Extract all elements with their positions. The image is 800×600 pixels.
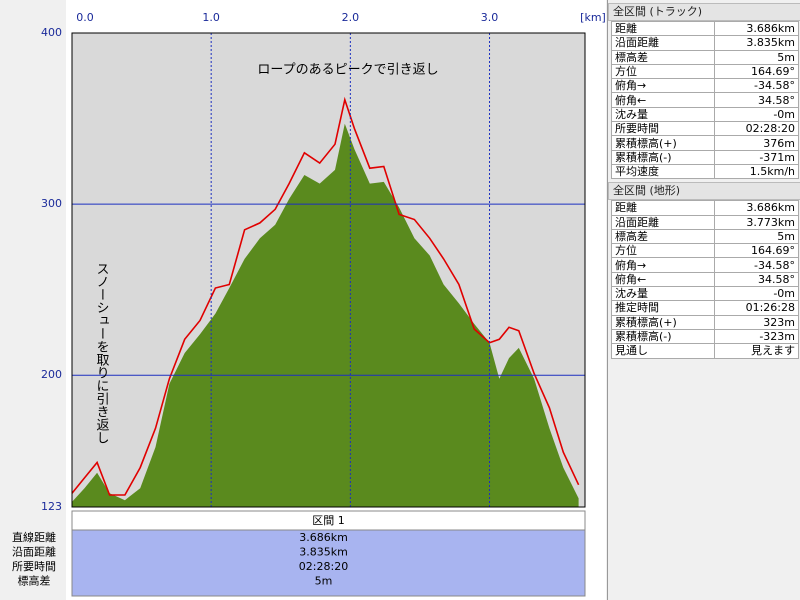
panel-row: 平均速度 1.5km/h	[611, 163, 800, 180]
row-label: 方位	[611, 63, 715, 80]
panel-row: 見通し 見えます	[611, 343, 800, 359]
row-value: 164.69°	[713, 63, 800, 80]
panel-row: 沈み量 -0m	[611, 106, 800, 123]
y-tick-label: 300	[41, 197, 62, 210]
x-tick-label: 0.0	[76, 11, 94, 24]
panel-row: 距離 3.686km	[611, 200, 800, 216]
x-tick-label: 2.0	[342, 11, 360, 24]
row-value: 3.686km	[713, 20, 800, 37]
row-value: -0m	[713, 106, 800, 123]
row-value: 3.773km	[713, 214, 800, 230]
row-label: 推定時間	[611, 300, 715, 316]
panel-row: 俯角→ -34.58°	[611, 78, 800, 94]
y-tick-label: 400	[41, 26, 62, 39]
row-label: 沈み量	[611, 106, 715, 123]
row-label: 標高差	[611, 49, 715, 65]
row-label: 方位	[611, 243, 715, 259]
panel-row: 距離 3.686km	[611, 20, 800, 37]
annotation: ロープのあるピークで引き返し	[257, 63, 438, 78]
panel-row: 推定時間 01:26:28	[611, 300, 800, 316]
x-tick-label: 1.0	[202, 11, 220, 24]
panel-title: 全区間 (トラック)	[608, 3, 800, 21]
row-value: 34.58°	[713, 92, 800, 108]
x-tick-label: 3.0	[481, 11, 499, 24]
y-tick-label: 123	[41, 500, 62, 513]
row-label: 距離	[611, 200, 715, 216]
section-value: 02:28:20	[299, 560, 348, 573]
panel-row: 方位 164.69°	[611, 63, 800, 80]
section-title: 区間 1	[312, 514, 345, 527]
row-value: 見えます	[713, 343, 800, 359]
row-value: 02:28:20	[713, 121, 800, 137]
section-label: 標高差	[18, 574, 51, 588]
panel-row: 標高差 5m	[611, 228, 800, 245]
section-value: 5m	[315, 575, 333, 588]
row-label: 俯角←	[611, 271, 715, 288]
row-value: 164.69°	[713, 243, 800, 259]
panel-row: 沿面距離 3.773km	[611, 214, 800, 230]
row-label: 俯角→	[611, 257, 715, 273]
row-label: 沈み量	[611, 286, 715, 302]
x-axis-label: [km]	[580, 11, 606, 24]
section-label: 所要時間	[12, 560, 56, 573]
section-label: 沿面距離	[12, 545, 56, 559]
section-value: 3.686km	[299, 531, 348, 544]
terrain-area	[72, 123, 579, 507]
panel-row: 方位 164.69°	[611, 243, 800, 259]
row-label: 沿面距離	[611, 35, 715, 51]
row-label: 標高差	[611, 228, 715, 245]
panel-row: 所要時間 02:28:20	[611, 121, 800, 137]
section-body	[71, 529, 586, 597]
row-label: 沿面距離	[611, 214, 715, 230]
row-value: -34.58°	[713, 257, 800, 273]
panel-row: 累積標高(+) 323m	[611, 314, 800, 330]
row-value: 3.835km	[713, 35, 800, 51]
panel-row: 標高差 5m	[611, 49, 800, 65]
panel-row: 累積標高(-) -323m	[611, 328, 800, 345]
row-value: 1.5km/h	[713, 163, 800, 180]
row-label: 距離	[611, 20, 715, 37]
row-value: -323m	[713, 328, 800, 345]
row-value: 5m	[713, 228, 800, 245]
y-tick-label: 200	[41, 368, 62, 381]
panel-table: 距離 3.686km 沿面距離 3.835km 標高差 5m 方位 164.69° 俯角→ -34…	[611, 20, 800, 180]
row-value: -0m	[713, 286, 800, 302]
row-label: 所要時間	[611, 121, 715, 137]
row-label: 累積標高(+)	[611, 135, 715, 151]
panel-title: 全区間 (地形)	[608, 182, 800, 201]
row-value: 323m	[713, 314, 800, 330]
row-value: 3.686km	[713, 200, 800, 216]
row-label: 累積標高(-)	[611, 149, 715, 165]
panel-row: 累積標高(-) -371m	[611, 149, 800, 165]
section-value: 3.835km	[299, 546, 348, 559]
row-value: 5m	[713, 49, 800, 65]
panel-row: 俯角→ -34.58°	[611, 257, 800, 273]
row-label: 俯角→	[611, 78, 715, 94]
plot-border	[71, 32, 586, 508]
panel-row: 累積標高(+) 376m	[611, 135, 800, 151]
annotation: スノーシューを取りに引き返し	[94, 262, 110, 444]
row-value: 34.58°	[713, 271, 800, 288]
side-panel: 全区間 (トラック) 距離 3.686km 沿面距離 3.835km 標高差 5m 方位 164…	[607, 0, 800, 600]
panel-row: 沈み量 -0m	[611, 286, 800, 302]
panel-row: 俯角← 34.58°	[611, 271, 800, 288]
panel-table: 距離 3.686km 沿面距離 3.773km 標高差 5m 方位 164.69° 俯角→ -34…	[611, 200, 800, 359]
row-label: 累積標高(+)	[611, 314, 715, 330]
row-label: 累積標高(-)	[611, 328, 715, 345]
row-label: 平均速度	[611, 163, 715, 180]
panel-row: 俯角← 34.58°	[611, 92, 800, 108]
row-label: 俯角←	[611, 92, 715, 108]
row-value: 376m	[713, 135, 800, 151]
row-value: -34.58°	[713, 78, 800, 94]
row-value: -371m	[713, 149, 800, 165]
profile-chart: 123 200 300 400 0.0 1.0 2.0 3.0 [km] ロープのあるピークで引き…	[12, 0, 606, 600]
row-label: 見通し	[611, 343, 715, 359]
track-line	[71, 96, 580, 496]
panel-row: 沿面距離 3.835km	[611, 35, 800, 51]
row-value: 01:26:28	[713, 300, 800, 316]
section-label: 直線距離	[12, 530, 56, 544]
